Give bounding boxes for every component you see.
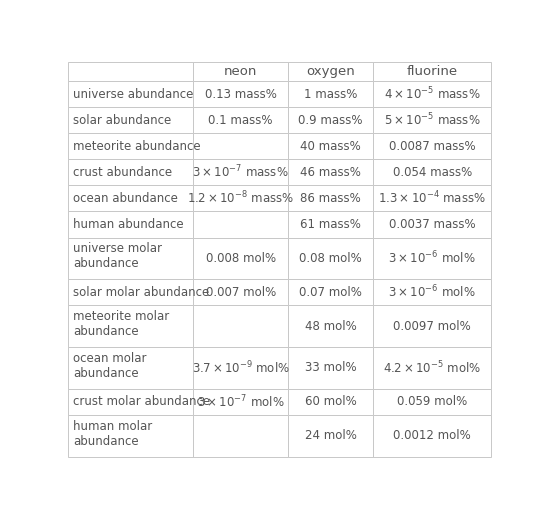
Bar	[193, 211, 288, 238]
Text: 0.08 mol%: 0.08 mol%	[299, 252, 362, 265]
Bar	[373, 133, 491, 160]
Bar	[193, 185, 288, 211]
Bar	[288, 133, 373, 160]
Bar	[373, 81, 491, 107]
Text: ocean abundance: ocean abundance	[73, 192, 178, 205]
Text: universe abundance: universe abundance	[73, 88, 194, 101]
Bar	[373, 347, 491, 389]
Text: $1.2\times10^{-8}$ mass%: $1.2\times10^{-8}$ mass%	[187, 190, 294, 207]
Bar	[288, 389, 373, 415]
Text: human molar
abundance: human molar abundance	[73, 420, 152, 448]
Text: 0.0012 mol%: 0.0012 mol%	[393, 429, 471, 442]
Bar	[373, 160, 491, 185]
Text: oxygen: oxygen	[306, 65, 355, 78]
Text: $3\times10^{-7}$ mol%: $3\times10^{-7}$ mol%	[197, 393, 284, 410]
Text: human abundance: human abundance	[73, 218, 184, 231]
Text: 48 mol%: 48 mol%	[305, 320, 357, 333]
Bar	[288, 279, 373, 305]
Bar	[373, 389, 491, 415]
Bar	[373, 415, 491, 457]
Bar	[193, 305, 288, 347]
Text: universe molar
abundance: universe molar abundance	[73, 242, 162, 270]
Bar	[193, 133, 288, 160]
Text: 86 mass%: 86 mass%	[300, 192, 361, 205]
Text: 0.059 mol%: 0.059 mol%	[397, 396, 467, 408]
Bar	[373, 107, 491, 133]
Text: fluorine: fluorine	[407, 65, 458, 78]
Bar	[68, 133, 193, 160]
Text: neon: neon	[224, 65, 257, 78]
Bar	[68, 81, 193, 107]
Text: $3\times10^{-7}$ mass%: $3\times10^{-7}$ mass%	[192, 164, 289, 181]
Text: solar molar abundance: solar molar abundance	[73, 286, 210, 299]
Text: solar abundance: solar abundance	[73, 114, 171, 127]
Text: 0.1 mass%: 0.1 mass%	[209, 114, 273, 127]
Bar	[68, 305, 193, 347]
Bar	[193, 238, 288, 279]
Bar	[373, 62, 491, 81]
Text: $3.7\times10^{-9}$ mol%: $3.7\times10^{-9}$ mol%	[192, 360, 289, 376]
Bar	[193, 389, 288, 415]
Text: 33 mol%: 33 mol%	[305, 362, 357, 374]
Text: $3\times10^{-6}$ mol%: $3\times10^{-6}$ mol%	[388, 284, 476, 301]
Bar	[68, 347, 193, 389]
Bar	[68, 415, 193, 457]
Bar	[193, 160, 288, 185]
Text: 0.0037 mass%: 0.0037 mass%	[389, 218, 476, 231]
Text: meteorite molar
abundance: meteorite molar abundance	[73, 310, 170, 338]
Bar	[288, 415, 373, 457]
Text: 0.0087 mass%: 0.0087 mass%	[389, 140, 476, 153]
Bar	[288, 185, 373, 211]
Text: $4.2\times10^{-5}$ mol%: $4.2\times10^{-5}$ mol%	[383, 360, 481, 376]
Bar	[193, 62, 288, 81]
Text: ocean molar
abundance: ocean molar abundance	[73, 352, 147, 380]
Text: $3\times10^{-6}$ mol%: $3\times10^{-6}$ mol%	[388, 250, 476, 267]
Bar	[288, 107, 373, 133]
Text: 61 mass%: 61 mass%	[300, 218, 361, 231]
Bar	[373, 211, 491, 238]
Bar	[68, 185, 193, 211]
Bar	[373, 185, 491, 211]
Text: 0.008 mol%: 0.008 mol%	[206, 252, 276, 265]
Bar	[193, 347, 288, 389]
Text: 24 mol%: 24 mol%	[305, 429, 357, 442]
Bar	[193, 81, 288, 107]
Text: 0.0097 mol%: 0.0097 mol%	[393, 320, 471, 333]
Text: 60 mol%: 60 mol%	[305, 396, 357, 408]
Text: 46 mass%: 46 mass%	[300, 166, 361, 179]
Text: 1 mass%: 1 mass%	[304, 88, 357, 101]
Bar	[288, 347, 373, 389]
Text: $5\times10^{-5}$ mass%: $5\times10^{-5}$ mass%	[384, 112, 480, 129]
Bar	[193, 415, 288, 457]
Text: $1.3\times10^{-4}$ mass%: $1.3\times10^{-4}$ mass%	[378, 190, 486, 207]
Bar	[373, 238, 491, 279]
Bar	[288, 81, 373, 107]
Bar	[68, 62, 193, 81]
Bar	[68, 389, 193, 415]
Bar	[288, 238, 373, 279]
Bar	[288, 305, 373, 347]
Bar	[68, 279, 193, 305]
Bar	[68, 238, 193, 279]
Bar	[288, 160, 373, 185]
Text: 0.13 mass%: 0.13 mass%	[205, 88, 277, 101]
Text: crust molar abundance: crust molar abundance	[73, 396, 210, 408]
Bar	[68, 211, 193, 238]
Text: 0.07 mol%: 0.07 mol%	[299, 286, 362, 299]
Text: meteorite abundance: meteorite abundance	[73, 140, 201, 153]
Text: $4\times10^{-5}$ mass%: $4\times10^{-5}$ mass%	[384, 86, 480, 103]
Bar	[288, 62, 373, 81]
Bar	[68, 160, 193, 185]
Bar	[193, 107, 288, 133]
Text: 0.054 mass%: 0.054 mass%	[393, 166, 472, 179]
Bar	[373, 305, 491, 347]
Text: 0.9 mass%: 0.9 mass%	[298, 114, 363, 127]
Bar	[373, 279, 491, 305]
Text: 40 mass%: 40 mass%	[300, 140, 361, 153]
Bar	[288, 211, 373, 238]
Bar	[193, 279, 288, 305]
Text: crust abundance: crust abundance	[73, 166, 173, 179]
Text: 0.007 mol%: 0.007 mol%	[205, 286, 276, 299]
Bar	[68, 107, 193, 133]
